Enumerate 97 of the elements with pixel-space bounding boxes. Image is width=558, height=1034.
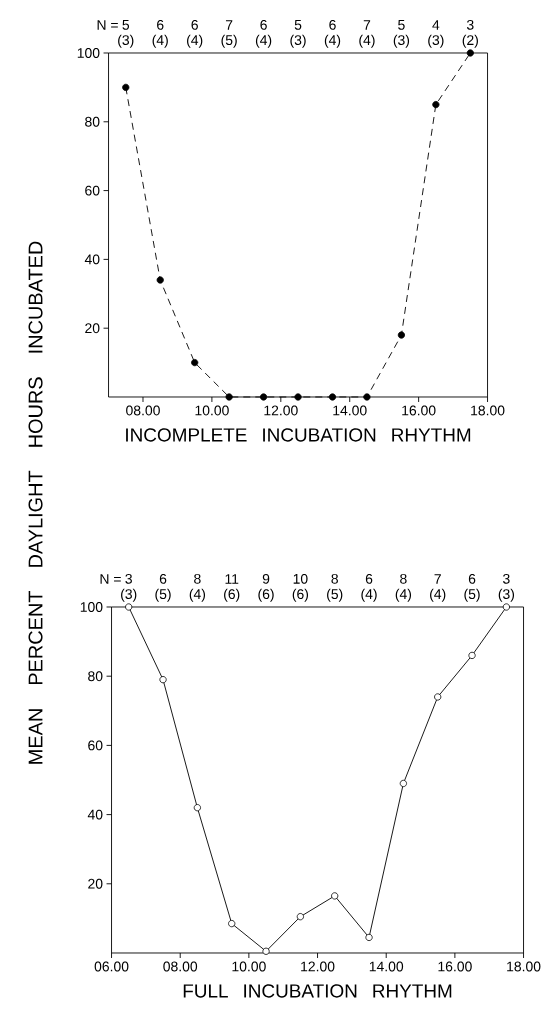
point <box>159 676 167 684</box>
text: 5 <box>398 20 405 30</box>
text: (4) <box>189 588 206 602</box>
y-tick-label: 80 <box>85 116 100 127</box>
text: 3 <box>503 573 510 584</box>
x-axis-title: FULL INCUBATION RHYTHM <box>184 984 452 998</box>
point <box>503 603 511 611</box>
y-tick-label: 80 <box>88 671 103 682</box>
point <box>228 919 236 928</box>
text: N = <box>97 20 119 30</box>
point <box>156 276 165 284</box>
text: (4) <box>152 34 169 48</box>
point <box>297 913 305 921</box>
text: (6) <box>224 588 240 602</box>
text: (3) <box>290 34 306 48</box>
point <box>468 651 476 660</box>
x-tick-label: 10.00 <box>195 405 230 416</box>
text: (6) <box>292 588 309 602</box>
text: (4) <box>359 34 375 48</box>
y-tick-label: 60 <box>85 185 100 196</box>
x-tick-label: 10.00 <box>232 961 267 972</box>
point <box>262 947 270 955</box>
text: 6 <box>191 19 199 30</box>
point <box>225 393 233 401</box>
text: 11 <box>225 574 239 584</box>
y-tick-label: 20 <box>85 323 100 334</box>
x-tick-label: 16.00 <box>402 405 436 416</box>
x-tick-label: 06.00 <box>94 961 129 972</box>
x-tick-label: 12.00 <box>264 405 298 416</box>
text: (3) <box>121 588 137 602</box>
text: 3 <box>125 573 133 584</box>
text: 5 <box>294 20 302 30</box>
x-tick-label: 08.00 <box>163 961 198 972</box>
text: (3) <box>498 588 515 602</box>
point <box>365 933 373 942</box>
text: (5) <box>221 34 238 48</box>
y-tick-label: 100 <box>81 602 103 612</box>
x-tick-label: 18.00 <box>471 405 505 416</box>
point <box>466 49 475 57</box>
y-axis-title: MEAN PERCENT DAYLIGHT HOURS INCUBATED <box>28 241 43 764</box>
text: 5 <box>122 20 130 30</box>
text: (4) <box>256 34 272 48</box>
text: 10 <box>293 573 308 584</box>
text: (3) <box>393 34 410 48</box>
y-tick-label: 40 <box>85 254 100 265</box>
text: (6) <box>258 588 274 602</box>
x-tick-label: 14.00 <box>333 405 367 416</box>
point <box>260 393 268 401</box>
text: 6 <box>157 19 164 30</box>
x-axis-title: INCOMPLETE INCUBATION RHYTHM <box>126 428 471 442</box>
point <box>432 100 440 109</box>
point <box>331 892 339 900</box>
y-tick-label: 40 <box>88 809 103 820</box>
point <box>398 331 406 339</box>
text: 6 <box>469 573 476 584</box>
text: (5) <box>464 588 480 602</box>
point <box>329 393 337 401</box>
text: (4) <box>430 588 446 602</box>
text: 8 <box>400 573 407 584</box>
point <box>400 779 408 788</box>
point <box>125 603 133 611</box>
text: 7 <box>226 20 233 30</box>
point <box>294 393 302 401</box>
point <box>363 393 371 401</box>
text: (4) <box>361 588 377 602</box>
text: (3) <box>428 34 444 48</box>
text: 6 <box>260 19 268 30</box>
text: (5) <box>155 588 171 602</box>
y-tick-label: 100 <box>78 48 100 58</box>
text: 6 <box>366 573 373 584</box>
text: (3) <box>118 34 134 48</box>
point <box>194 804 202 812</box>
x-tick-label: 18.00 <box>507 961 541 972</box>
text: 7 <box>364 20 371 30</box>
point <box>191 358 199 367</box>
text: 8 <box>194 573 201 584</box>
point <box>122 83 130 91</box>
x-tick-label: 16.00 <box>438 961 473 972</box>
point <box>434 693 442 701</box>
text: 8 <box>331 573 339 584</box>
text: (2) <box>462 34 479 48</box>
text: 7 <box>434 574 442 584</box>
text: 4 <box>432 20 440 30</box>
y-tick-label: 60 <box>88 740 103 751</box>
text: N = <box>100 574 122 584</box>
text: 6 <box>329 19 336 30</box>
text: 6 <box>160 573 167 584</box>
x-tick-label: 14.00 <box>370 961 404 972</box>
text: (5) <box>327 588 343 602</box>
x-tick-label: 08.00 <box>126 405 161 416</box>
text: 3 <box>467 19 474 30</box>
text: 9 <box>263 573 270 584</box>
text: (4) <box>325 34 341 48</box>
text: (4) <box>395 588 412 602</box>
text: (4) <box>187 34 203 48</box>
x-tick-label: 12.00 <box>301 961 335 972</box>
y-tick-label: 20 <box>88 878 103 889</box>
